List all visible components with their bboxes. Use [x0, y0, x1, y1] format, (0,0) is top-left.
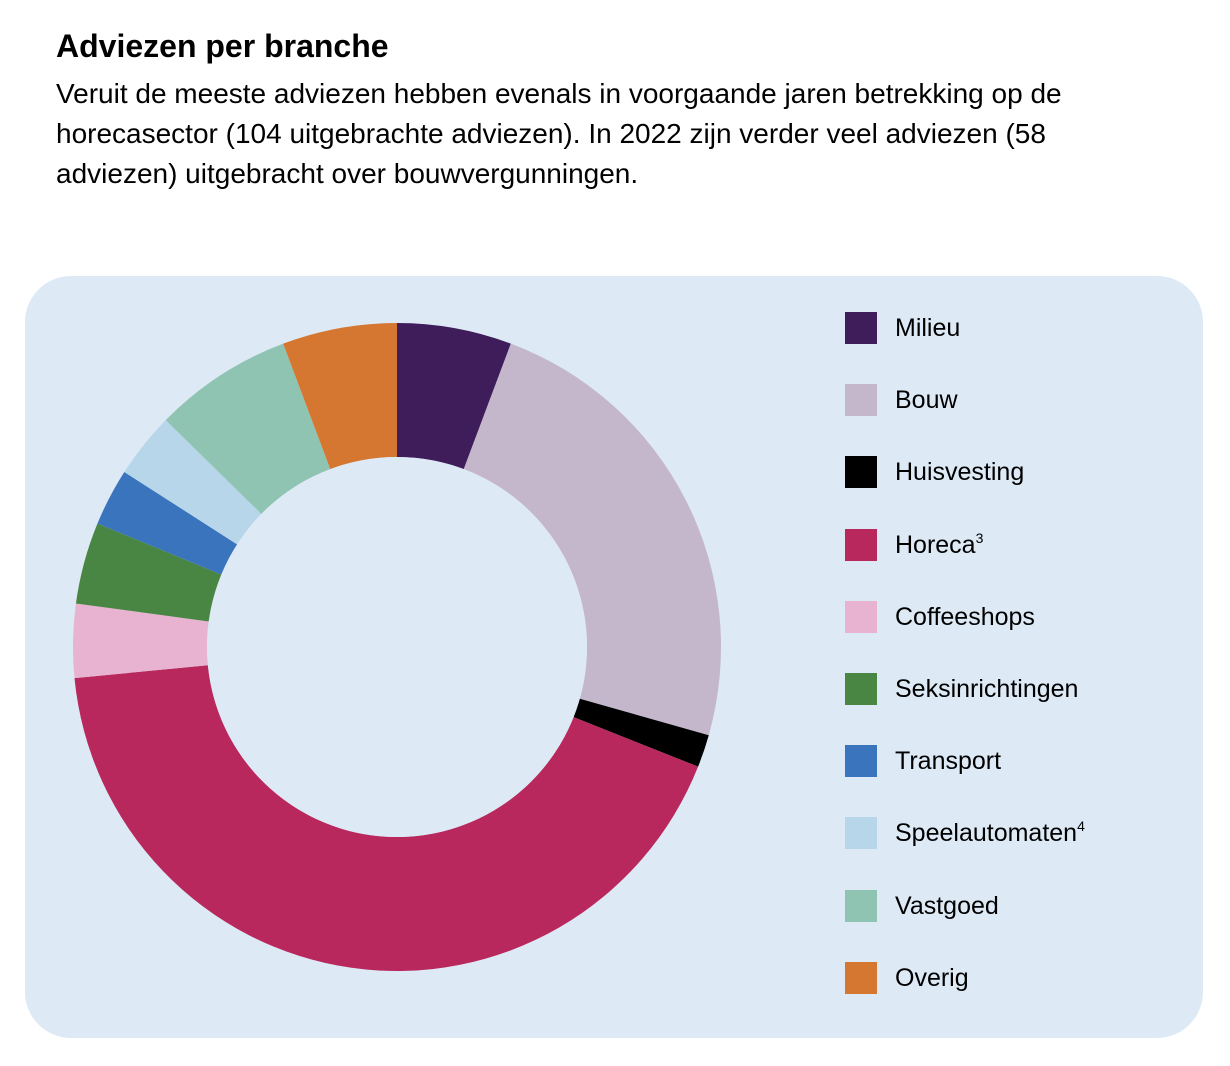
legend-label: Coffeeshops	[895, 600, 1035, 634]
legend-swatch	[845, 528, 877, 561]
legend-label: Seksinrichtingen	[895, 672, 1078, 706]
legend-label-text: Coffeeshops	[895, 602, 1035, 631]
legend-label-text: Transport	[895, 747, 1002, 776]
slice-transport	[97, 471, 238, 575]
legend-footnote-marker: 3	[975, 529, 984, 546]
legend-label: Transport	[895, 744, 1001, 778]
legend-label: Bouw	[895, 383, 958, 417]
legend-swatch	[845, 384, 877, 417]
intro-paragraph: Veruit de meeste adviezen hebben evenals…	[56, 78, 1062, 189]
chart-panel: Milieu Bouw Huisvesting Horeca3 Coffeeshops S…	[25, 276, 1203, 1038]
donut-slices	[73, 323, 721, 972]
slice-overig	[283, 323, 397, 470]
page-title: Adviezen per branche	[56, 28, 389, 64]
legend-label-text: Huisvesting	[895, 458, 1025, 487]
slice-huisvesting	[573, 698, 709, 767]
legend-label-text: Milieu	[895, 314, 961, 342]
legend-label-text: Vastgoed	[895, 891, 999, 920]
legend-label-text: Seksinrichtingen	[895, 674, 1079, 703]
legend-swatch	[845, 889, 877, 922]
legend-swatch	[845, 961, 877, 994]
donut-hole	[207, 457, 587, 837]
legend-swatch	[845, 672, 877, 705]
slice-vastgoed	[165, 343, 331, 514]
slice-bouw	[463, 343, 721, 736]
slice-seksinrichtingen	[75, 523, 222, 622]
legend-label: Huisvesting	[895, 455, 1024, 489]
legend-swatch	[845, 817, 877, 850]
legend-label-text: Bouw	[895, 386, 958, 415]
legend-label-text: Overig	[895, 963, 969, 992]
legend-swatch	[845, 456, 877, 489]
slice-speelautomaten	[124, 420, 262, 545]
legend-label: Vastgoed	[895, 889, 999, 923]
slice-coffeeshops	[73, 603, 209, 679]
slice-milieu	[397, 323, 511, 470]
slice-horeca	[74, 665, 699, 972]
legend-swatch	[845, 745, 877, 778]
legend-label: Horeca3	[895, 528, 983, 562]
legend-label: Overig	[895, 961, 969, 995]
legend-swatch	[845, 600, 877, 633]
legend-swatch	[845, 312, 877, 344]
legend-label: Speelautomaten4	[895, 816, 1085, 850]
legend-footnote-marker: 4	[1077, 818, 1085, 835]
legend-label: Milieu	[895, 311, 960, 345]
legend-label-text: Horeca	[895, 530, 976, 559]
legend-label-text: Speelautomaten	[895, 819, 1078, 848]
donut-chart	[73, 323, 721, 972]
